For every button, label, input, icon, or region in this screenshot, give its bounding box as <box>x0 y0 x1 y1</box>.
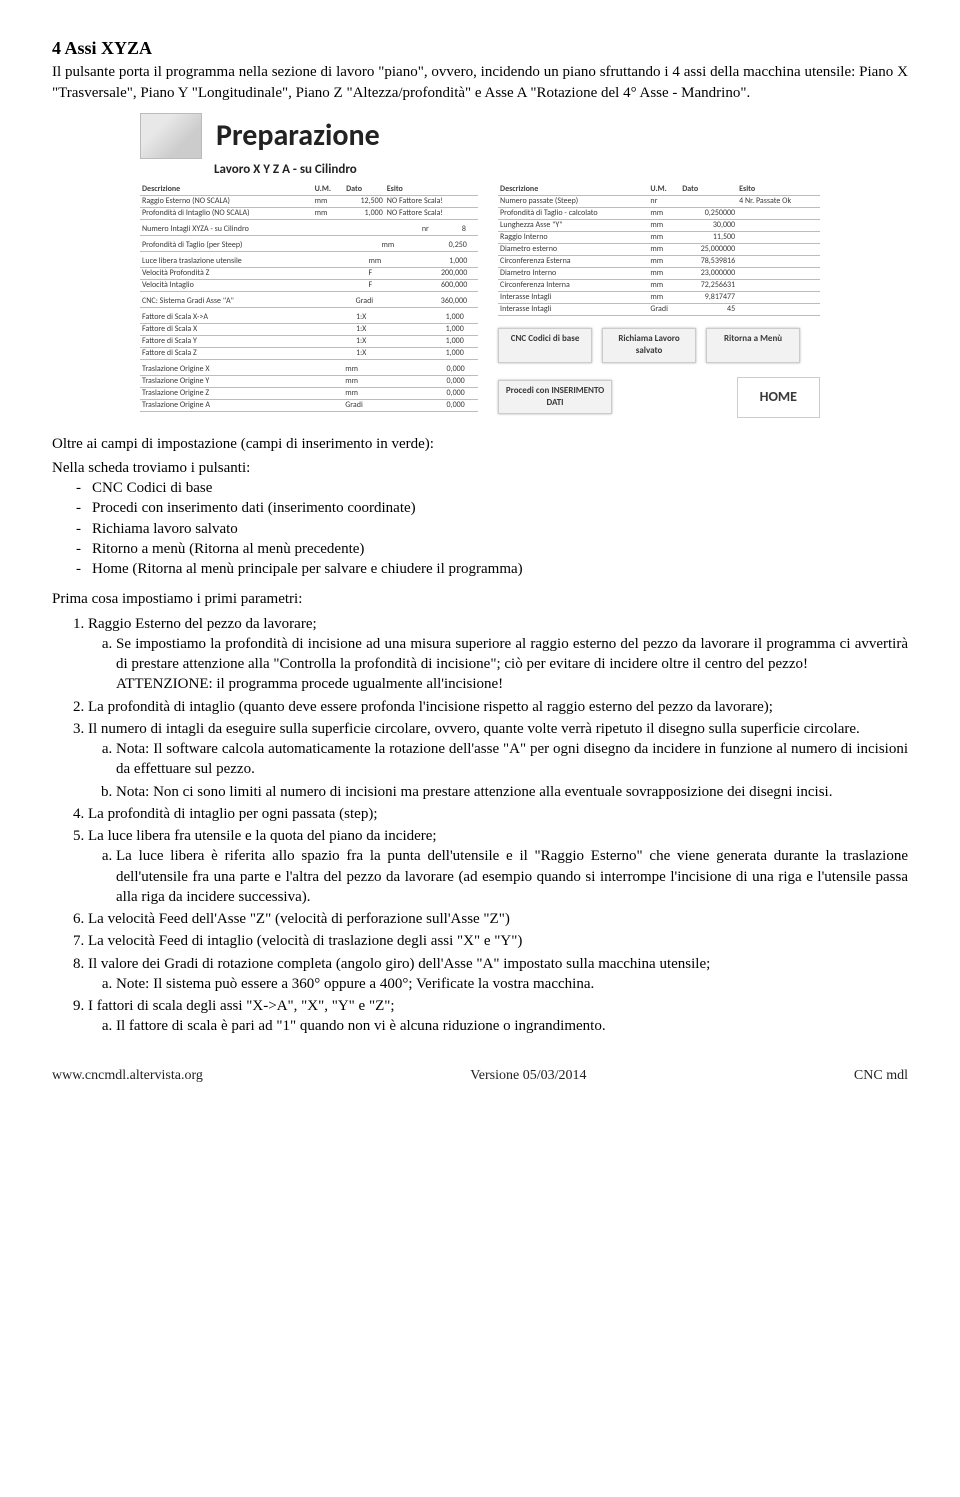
table-left-1: DescrizioneU.M.DatoEsitoRaggio Esterno (… <box>140 184 478 220</box>
item-text: Il numero di intagli da eseguire sulla s… <box>88 721 860 737</box>
machine-icon <box>140 113 202 159</box>
table-left-4: Luce libera traslazione utensilemm1,000V… <box>140 256 478 292</box>
panel-subtitle: Lavoro X Y Z A - su Cilindro <box>214 161 820 179</box>
item-text: I fattori di scala degli assi "X->A", "X… <box>88 998 395 1014</box>
list-item: Richiama lavoro salvato <box>52 519 908 539</box>
list-item: CNC Codici di base <box>52 478 908 498</box>
item-text: Se impostiamo la profondità di incisione… <box>116 636 908 672</box>
preparazione-panel: Preparazione Lavoro X Y Z A - su Cilindr… <box>140 113 820 418</box>
intro-text: Il pulsante porta il programma nella sez… <box>52 62 908 103</box>
list-item: La luce libera è riferita allo spazio fr… <box>116 846 908 907</box>
item-text: La luce libera fra utensile e la quota d… <box>88 828 437 844</box>
list-item: La luce libera fra utensile e la quota d… <box>88 826 908 907</box>
list-item: Il fattore di scala è pari ad "1" quando… <box>116 1016 908 1036</box>
home-button[interactable]: HOME <box>737 377 820 418</box>
list-item: La velocità Feed di intaglio (velocità d… <box>88 931 908 951</box>
list-item: I fattori di scala degli assi "X->A", "X… <box>88 996 908 1037</box>
list-item: Nota: Non ci sono limiti al numero di in… <box>116 782 908 802</box>
campi-intro: Oltre ai campi di impostazione (campi di… <box>52 434 908 454</box>
ritorna-button[interactable]: Ritorna a Menù <box>706 328 800 362</box>
table-right-1: DescrizioneU.M.DatoEsitoNumero passate (… <box>498 184 820 316</box>
parameters-list: Raggio Esterno del pezzo da lavorare; Se… <box>52 614 908 1037</box>
params-intro: Prima cosa impostiamo i primi parametri: <box>52 589 908 609</box>
table-left-5: CNC: Sistema Gradi Asse "A"Gradi360,000 <box>140 296 478 308</box>
list-item: Nota: Il software calcola automaticament… <box>116 739 908 780</box>
footer-right: CNC mdl <box>854 1067 908 1086</box>
list-item: La profondità di intaglio (quanto deve e… <box>88 697 908 717</box>
list-item: Ritorno a menù (Ritorna al menù preceden… <box>52 539 908 559</box>
page-footer: www.cncmdl.altervista.org Versione 05/03… <box>52 1067 908 1086</box>
item-text: Il valore dei Gradi di rotazione complet… <box>88 956 710 972</box>
richiama-button[interactable]: Richiama Lavoro salvato <box>602 328 696 362</box>
list-item: Raggio Esterno del pezzo da lavorare; Se… <box>88 614 908 695</box>
panel-title: Preparazione <box>216 116 380 157</box>
table-left-6: Fattore di Scala X->A1:X1,000Fattore di … <box>140 312 478 360</box>
list-item: Il numero di intagli da eseguire sulla s… <box>88 719 908 802</box>
footer-left: www.cncmdl.altervista.org <box>52 1067 203 1086</box>
cnc-button[interactable]: CNC Codici di base <box>498 328 592 362</box>
list-item: La velocità Feed dell'Asse "Z" (velocità… <box>88 909 908 929</box>
pulsanti-line: Nella scheda troviamo i pulsanti: <box>52 458 908 478</box>
table-left-3: Profondità di Taglio (per Steep)mm0,250 <box>140 240 478 252</box>
item-text: Raggio Esterno del pezzo da lavorare; <box>88 616 317 632</box>
list-item: Note: Il sistema può essere a 360° oppur… <box>116 974 908 994</box>
footer-center: Versione 05/03/2014 <box>470 1067 586 1086</box>
procedi-button[interactable]: Procedi con INSERIMENTO DATI <box>498 380 612 414</box>
list-item: Il valore dei Gradi di rotazione complet… <box>88 954 908 995</box>
pulsanti-list: CNC Codici di baseProcedi con inseriment… <box>52 478 908 579</box>
list-item: Home (Ritorna al menù principale per sal… <box>52 559 908 579</box>
list-item: La profondità di intaglio per ogni passa… <box>88 804 908 824</box>
attention-text: ATTENZIONE: il programma procede ugualme… <box>116 676 503 692</box>
page-title: 4 Assi XYZA <box>52 36 908 60</box>
list-item: Se impostiamo la profondità di incisione… <box>116 634 908 695</box>
table-left-2: Numero Intagli XYZA - su Cilindronr8 <box>140 224 478 236</box>
table-left-7: Traslazione Origine Xmm0,000Traslazione … <box>140 364 478 412</box>
list-item: Procedi con inserimento dati (inseriment… <box>52 498 908 518</box>
